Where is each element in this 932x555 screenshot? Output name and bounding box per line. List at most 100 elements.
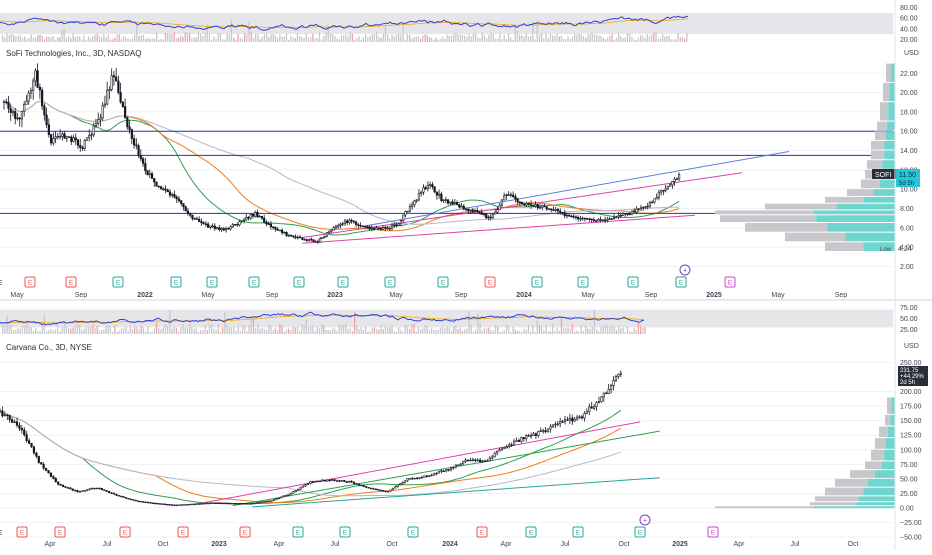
top-volume-bar [587, 34, 589, 42]
top-volume-bar [54, 39, 57, 42]
bot-volume-bar [57, 325, 59, 334]
bot-candle [583, 413, 586, 419]
bot-volume-bar [147, 326, 149, 334]
top-volume-bar [79, 36, 81, 42]
bot-price-tick: 0.00 [900, 505, 914, 512]
bot-volume-bar [79, 324, 81, 334]
top-trendline [365, 151, 790, 227]
top-candle [220, 228, 223, 231]
top-volume-bar [226, 32, 228, 42]
top-volume-bar [556, 33, 558, 42]
bot-volume-bar [580, 326, 582, 334]
top-candle [146, 170, 149, 176]
top-candle [305, 239, 308, 241]
top-volume-bar [516, 31, 519, 42]
bot-volume-bar [369, 331, 371, 334]
top-candle [617, 214, 620, 218]
bot-candle [52, 476, 55, 479]
top-volume-bar [459, 34, 461, 42]
top-candle [249, 214, 252, 219]
bot-candle [154, 502, 157, 505]
top-volume-bar [406, 33, 409, 42]
top-volume-bar [222, 39, 224, 42]
top-candle [503, 195, 506, 201]
bot-time-label: 2023 [211, 541, 227, 548]
bottom-rsi-pane[interactable] [0, 309, 893, 334]
top-candle [166, 189, 169, 193]
top-volume-bar [184, 32, 186, 42]
top-earnings-label: E [441, 280, 446, 287]
top-candle [433, 186, 436, 193]
top-earnings-row[interactable]: EEEEEEEEEEEEEEEEEE+ [0, 264, 736, 288]
top-earnings-label: E [581, 280, 586, 287]
bot-volume-bar [571, 324, 574, 334]
bot-volume-bar [609, 326, 611, 334]
top-volume-bar [369, 36, 371, 42]
bot-volume-bar [400, 329, 402, 334]
top-candle [242, 219, 246, 222]
bot-volume-bar [250, 316, 252, 334]
bot-candle [246, 503, 249, 505]
bot-volume-bar [420, 329, 422, 334]
top-candle [359, 224, 362, 227]
top-candle [251, 214, 255, 217]
bot-volume-bar [365, 326, 367, 334]
bot-volume-bar [468, 311, 470, 334]
top-price-pane[interactable] [0, 63, 895, 267]
top-volume-bar [554, 36, 556, 42]
bot-volume-bar [21, 325, 24, 334]
top-volume-profile-bar [886, 121, 895, 131]
bottom-price-pane[interactable] [0, 361, 895, 538]
top-candle [41, 89, 44, 107]
bot-volume-bar [422, 327, 424, 334]
bot-candle [200, 503, 203, 505]
top-volume-bar [635, 39, 637, 42]
bot-volume-profile-bar [887, 426, 895, 438]
bottom-currency-label[interactable]: USD [904, 343, 919, 350]
top-volume-bar [367, 37, 369, 42]
top-currency-label[interactable]: USD [904, 50, 919, 57]
bot-volume-bar [563, 327, 565, 334]
bot-candle [316, 480, 319, 483]
bot-candle [619, 372, 622, 375]
bot-volume-bar [248, 325, 250, 334]
bot-volume-bar [508, 325, 510, 334]
top-volume-bar [28, 37, 30, 42]
top-candle [27, 92, 30, 102]
bot-volume-bar [279, 324, 281, 334]
top-candle [58, 135, 62, 138]
bot-volume-bar [200, 330, 202, 334]
top-candle [200, 221, 203, 224]
top-volume-bar [398, 33, 400, 42]
top-volume-bar [448, 35, 450, 42]
top-volume-bar [483, 34, 486, 42]
top-volume-bar [435, 37, 437, 42]
bot-volume-bar [259, 328, 261, 334]
top-candle [675, 178, 678, 181]
bot-rsi-tick: 25.00 [900, 327, 918, 334]
bot-volume-bar [332, 328, 334, 334]
top-candle [7, 101, 10, 109]
bottom-rsi-axis: 75.00 50.00 25.00 [900, 305, 918, 334]
top-candle [590, 218, 593, 220]
bot-volume-bar [492, 330, 494, 334]
bot-candle [173, 504, 176, 507]
top-rsi-pane[interactable] [0, 12, 893, 42]
bot-volume-bar [615, 330, 618, 334]
top-volume-bar [261, 36, 263, 42]
top-candle [110, 75, 113, 90]
top-candle [189, 213, 192, 216]
top-volume-bar [191, 38, 193, 42]
bot-volume-bar [367, 331, 369, 334]
bot-time-label: Apr [45, 541, 57, 548]
top-volume-bar [362, 37, 365, 42]
bot-volume-bar [90, 326, 92, 334]
bot-candle [469, 459, 472, 462]
top-rsi-tick: 20.00 [900, 37, 918, 44]
top-volume-bar [193, 37, 195, 42]
top-volume-bar [101, 37, 103, 42]
bot-candle [95, 487, 99, 490]
